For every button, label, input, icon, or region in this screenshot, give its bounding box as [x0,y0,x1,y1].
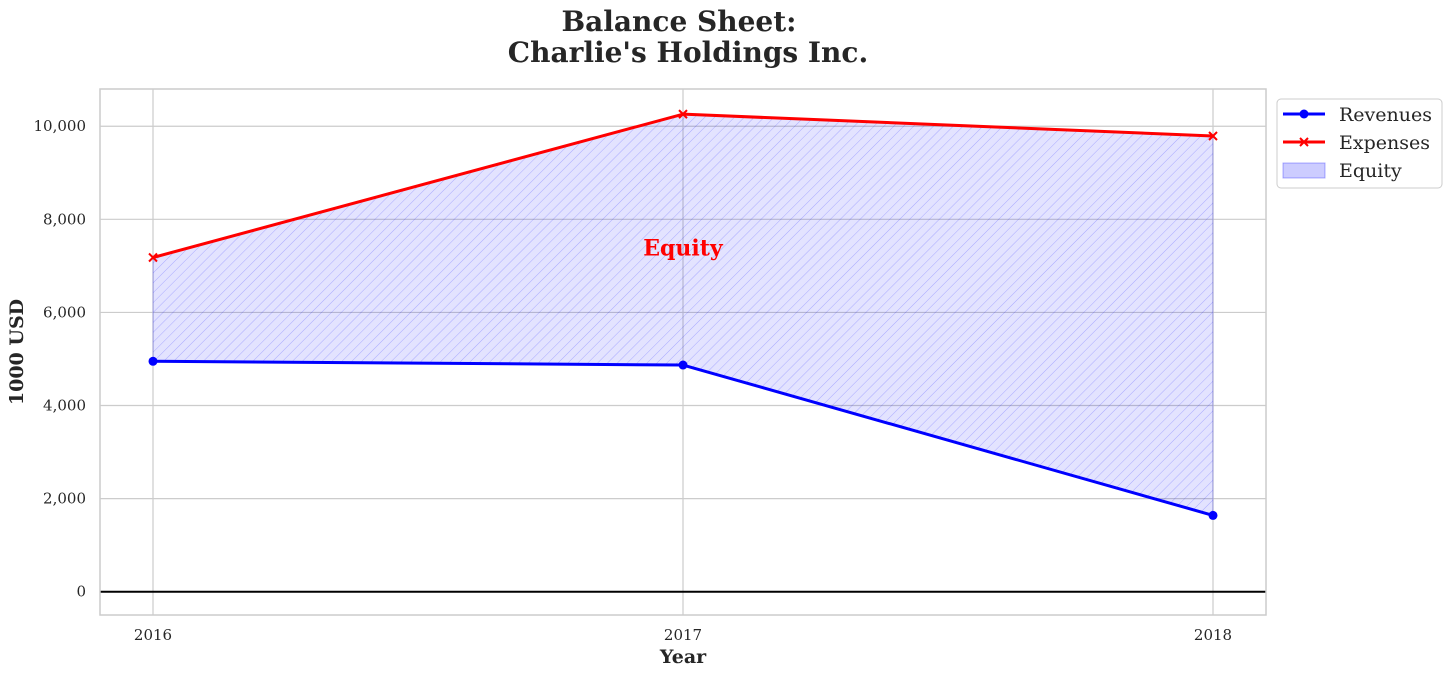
y-axis-ticks: 0 2,000 4,000 6,000 8,000 10,000 [34,117,87,600]
chart-title-line1: Balance Sheet: [561,5,796,38]
legend-expenses-marker [1299,137,1309,147]
revenues-point [1208,510,1218,520]
legend-equity-swatch [1282,162,1326,179]
legend-frame [1276,98,1443,189]
chart-title-line2: Charlie's Holdings Inc. [508,36,868,69]
x-tick-label: 2018 [1194,626,1232,644]
x-axis-ticks: 2016 2017 2018 [134,626,1232,644]
legend-revenues-label: Revenues [1339,104,1432,126]
expenses-point [1208,131,1218,141]
legend: Revenues Expenses Equity [1276,98,1443,189]
y-axis-label: 1000 USD [6,299,28,405]
y-tick-label: 2,000 [43,490,86,508]
y-tick-label: 6,000 [43,303,86,321]
legend-expenses-label: Expenses [1339,132,1430,154]
expenses-point [678,109,688,119]
x-axis-label: Year [659,646,707,668]
plot-frame [99,88,1267,616]
equity-annotation: Equity [643,235,724,261]
series-layer [148,109,1218,520]
y-tick-label: 0 [76,583,86,601]
y-tick-label: 4,000 [43,397,86,415]
x-tick-label: 2017 [664,626,702,644]
expenses-point [148,252,158,263]
revenues-point [678,360,688,370]
revenues-point [148,356,158,366]
x-tick-label: 2016 [134,626,172,644]
y-tick-label: 8,000 [43,210,86,228]
y-tick-label: 10,000 [34,117,87,135]
legend-revenues-marker [1299,109,1309,119]
legend-equity-label: Equity [1339,160,1402,182]
